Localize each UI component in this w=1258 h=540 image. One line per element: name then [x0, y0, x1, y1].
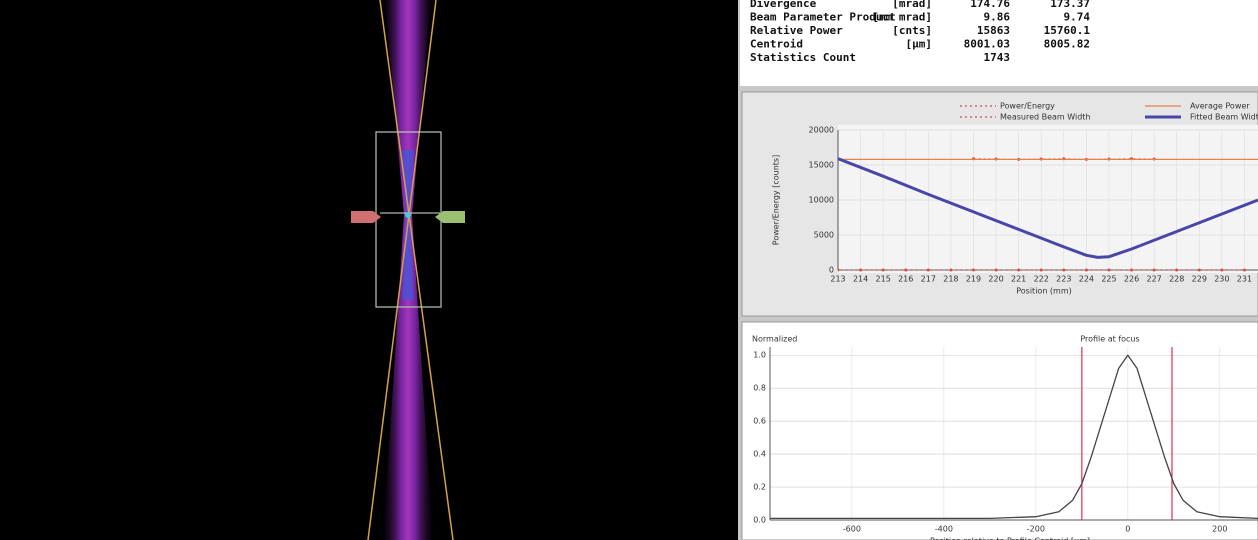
profile-panel — [741, 321, 1258, 540]
caustic-plot — [838, 125, 1258, 273]
x-tick-label: 222 — [1034, 275, 1049, 284]
x-tick-label: -600 — [843, 525, 861, 534]
stat-label: Statistics Count — [750, 51, 856, 64]
y-tick-label: 0.6 — [753, 417, 766, 426]
x-tick-label: 220 — [988, 275, 1003, 284]
data-point — [904, 268, 908, 272]
x-tick-label: 231 — [1237, 275, 1252, 284]
data-point — [994, 268, 998, 272]
data-point — [859, 268, 863, 272]
series-line — [838, 157, 1258, 259]
legend-label: Fitted Beam Width — [1190, 113, 1258, 122]
y-tick-label: 0.0 — [753, 516, 766, 525]
y-axis-label: Power/Energy [counts] — [772, 155, 781, 245]
x-tick-label: 225 — [1101, 275, 1116, 284]
camera-view — [351, 0, 465, 540]
stat-label: Beam Parameter Product — [750, 11, 896, 24]
x-tick-label: 223 — [1056, 275, 1071, 284]
data-point — [838, 268, 840, 272]
x-tick-label: 228 — [1169, 275, 1184, 284]
stat-label: Centroid — [750, 38, 803, 51]
data-point — [1152, 268, 1156, 272]
x-tick-label: 216 — [898, 275, 913, 284]
data-point — [1220, 268, 1224, 272]
y-tick-label: 1.0 — [753, 351, 766, 360]
profile-chart: 0.0 0.2 0.4 0.6 0.8 1.0 -600 -400 -200 0 200 Positi… — [752, 335, 1258, 540]
stat-value: 9.86 — [984, 11, 1011, 24]
stat-unit: [cnts] — [892, 24, 932, 37]
data-point — [949, 268, 953, 272]
x-tick-label: 218 — [943, 275, 958, 284]
stat-value: 8005.82 — [1044, 38, 1090, 51]
stat-value: 173.37 — [1050, 0, 1090, 10]
data-point — [1039, 268, 1043, 272]
x-tick-label: 224 — [1079, 275, 1094, 284]
x-tick-label: 217 — [921, 275, 936, 284]
data-point — [1175, 268, 1179, 272]
y-tick-label: 15000 — [809, 161, 834, 170]
stat-value: 1743 — [984, 51, 1011, 64]
stat-value: 174.76 — [970, 0, 1010, 10]
x-tick-label: 215 — [876, 275, 891, 284]
series-line — [770, 354, 1258, 520]
y-tick-label: 0.8 — [753, 384, 766, 393]
data-point — [926, 268, 930, 272]
x-tick-label: 221 — [1011, 275, 1026, 284]
plot-area — [838, 157, 1258, 272]
data-point — [881, 268, 885, 272]
x-tick-label: 213 — [830, 275, 845, 284]
y-tick-label: 5000 — [814, 231, 834, 240]
x-tick-label: 200 — [1212, 525, 1227, 534]
y-tick-label: 20000 — [809, 126, 834, 135]
x-tick-label: 230 — [1214, 275, 1229, 284]
y-tick-label: 0.4 — [753, 450, 766, 459]
stats-table: Divergence [mrad] 174.76 173.37 Beam Paramet… — [750, 0, 1090, 64]
plot-area — [770, 354, 1258, 520]
stat-label: Relative Power — [750, 24, 843, 37]
stat-unit: [mrad] — [892, 0, 932, 10]
stat-value: 15760.1 — [1044, 24, 1091, 37]
y-tick-label: 0 — [829, 266, 834, 275]
caustic-chart: 0 5000 10000 15000 20000 213 214 215 216 217 218 21… — [772, 102, 1258, 296]
data-point — [1130, 268, 1134, 272]
x-tick-label: 214 — [853, 275, 868, 284]
stat-value: 15863 — [977, 24, 1010, 37]
data-point — [971, 268, 975, 272]
x-tick-label: 227 — [1146, 275, 1161, 284]
stat-label: Divergence — [750, 0, 817, 10]
stat-unit: [µm] — [906, 38, 933, 51]
x-tick-label: 229 — [1192, 275, 1207, 284]
legend-label: Power/Energy — [1000, 102, 1055, 111]
y-axis-label: Normalized — [752, 335, 797, 344]
data-point — [1107, 268, 1111, 272]
data-point — [1197, 268, 1201, 272]
data-point — [1062, 268, 1066, 272]
stats-panel — [740, 0, 1258, 86]
x-tick-label: -200 — [1027, 525, 1045, 534]
x-tick-label: -400 — [935, 525, 953, 534]
x-axis-label: Position relative to Profile Centroid [µ… — [930, 537, 1090, 540]
x-axis-label: Position (mm) — [1016, 287, 1072, 296]
y-tick-label: 0.2 — [753, 483, 766, 492]
legend-label: Measured Beam Width — [1000, 113, 1091, 122]
data-point — [1242, 268, 1246, 272]
x-tick-label: 0 — [1125, 525, 1130, 534]
chart-title: Profile at focus — [1080, 335, 1139, 344]
stat-value: 8001.03 — [964, 38, 1010, 51]
data-point — [1084, 268, 1088, 272]
stat-unit: [mm mrad] — [872, 11, 932, 24]
legend-label: Average Power — [1190, 102, 1250, 111]
x-tick-label: 219 — [966, 275, 981, 284]
stat-value: 9.74 — [1064, 11, 1091, 24]
y-tick-label: 10000 — [809, 196, 834, 205]
data-point — [1017, 268, 1021, 272]
x-tick-label: 226 — [1124, 275, 1139, 284]
